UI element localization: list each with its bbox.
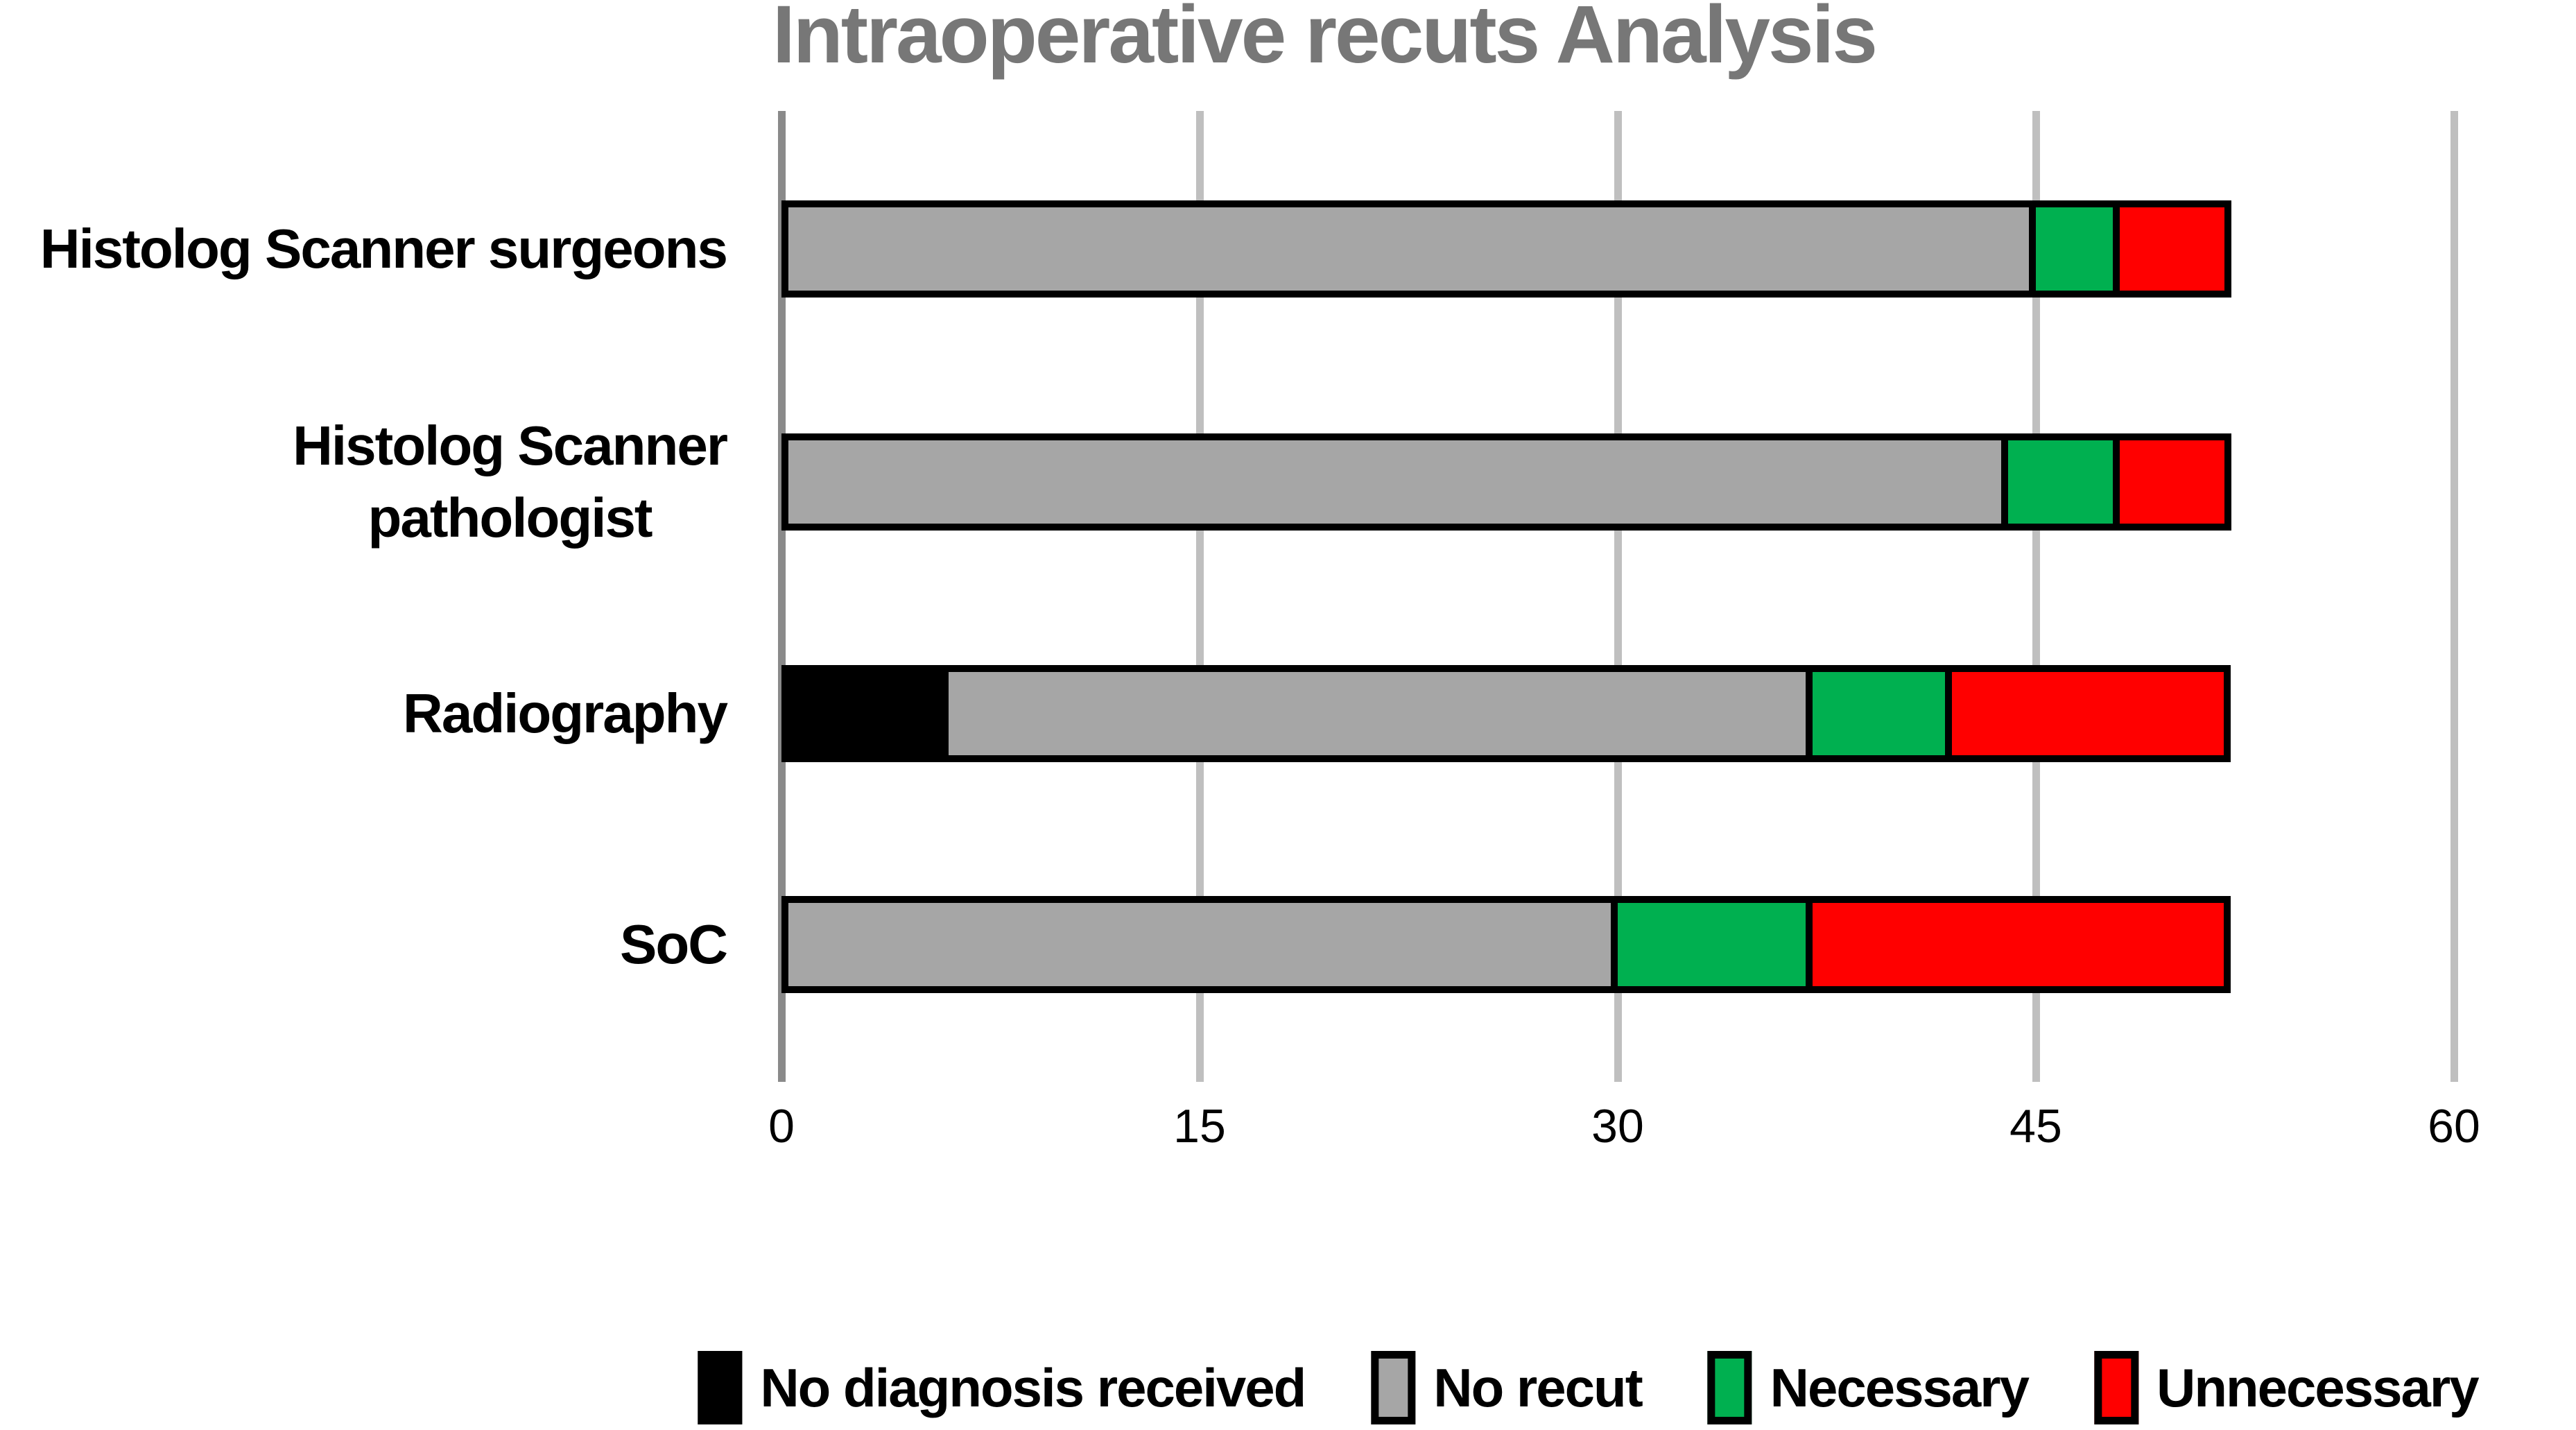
x-tick-label-60: 60: [2428, 1100, 2480, 1153]
bar-segment-histolog-scanner-surgeons-no-recut: [781, 200, 2036, 298]
legend-item-no-recut: No recut: [1371, 1351, 1643, 1424]
gridline-x-60: [2450, 111, 2458, 1082]
category-label-histolog-scanner-surgeons: Histolog Scanner surgeons: [40, 218, 728, 279]
bar-radiography: [781, 665, 2231, 762]
bar-segment-radiography-no-recut: [949, 665, 1813, 762]
bar-soc: [781, 896, 2231, 993]
gridline-x-45: [2032, 111, 2040, 1082]
category-label-radiography: Radiography: [403, 682, 728, 744]
bar-segment-radiography-unnecessary: [1952, 665, 2231, 762]
legend-label-necessary: Necessary: [1770, 1356, 2030, 1418]
x-tick-label-45: 45: [2009, 1100, 2062, 1153]
legend-swatch-unnecessary: [2094, 1351, 2139, 1424]
y-axis-line: [778, 111, 786, 1082]
bar-histolog-scanner-surgeons: [781, 200, 2231, 298]
legend-item-no-diagnosis-received: No diagnosis received: [698, 1351, 1306, 1424]
bar-segment-histolog-scanner-surgeons-unnecessary: [2120, 200, 2231, 298]
bar-histolog-scanner-pathologist: [781, 433, 2231, 531]
gridline-x-15: [1196, 111, 1204, 1082]
legend-item-necessary: Necessary: [1707, 1351, 2030, 1424]
bar-segment-soc-no-recut: [781, 896, 1618, 993]
legend-label-unnecessary: Unnecessary: [2156, 1356, 2480, 1418]
bar-segment-radiography-necessary: [1813, 665, 1952, 762]
bar-segment-soc-necessary: [1618, 896, 1813, 993]
bar-segment-histolog-scanner-pathologist-necessary: [2008, 433, 2120, 531]
category-label-soc: SoC: [620, 913, 728, 975]
chart-title: Intraoperative recuts Analysis: [772, 0, 1878, 80]
category-label-histolog-scanner-pathologist: Histolog Scanner pathologist: [293, 415, 728, 549]
bar-segment-histolog-scanner-pathologist-no-recut: [781, 433, 2008, 531]
bar-segment-histolog-scanner-pathologist-unnecessary: [2120, 433, 2231, 531]
bar-segment-soc-unnecessary: [1813, 896, 2231, 993]
legend-swatch-no-recut: [1371, 1351, 1416, 1424]
x-tick-label-0: 0: [768, 1100, 795, 1153]
bar-segment-histolog-scanner-surgeons-necessary: [2036, 200, 2120, 298]
legend: No diagnosis received No recut Necessary Un…: [698, 1351, 2480, 1424]
bar-segment-radiography-no-diagnosis-received: [781, 665, 949, 762]
x-tick-label-15: 15: [1173, 1100, 1226, 1153]
legend-label-no-recut: No recut: [1433, 1356, 1643, 1418]
legend-swatch-necessary: [1707, 1351, 1752, 1424]
legend-item-unnecessary: Unnecessary: [2094, 1351, 2480, 1424]
gridline-x-30: [1614, 111, 1622, 1082]
legend-swatch-no-diagnosis-received: [698, 1351, 743, 1424]
legend-label-no-diagnosis-received: No diagnosis received: [760, 1356, 1306, 1418]
x-tick-label-30: 30: [1591, 1100, 1644, 1153]
